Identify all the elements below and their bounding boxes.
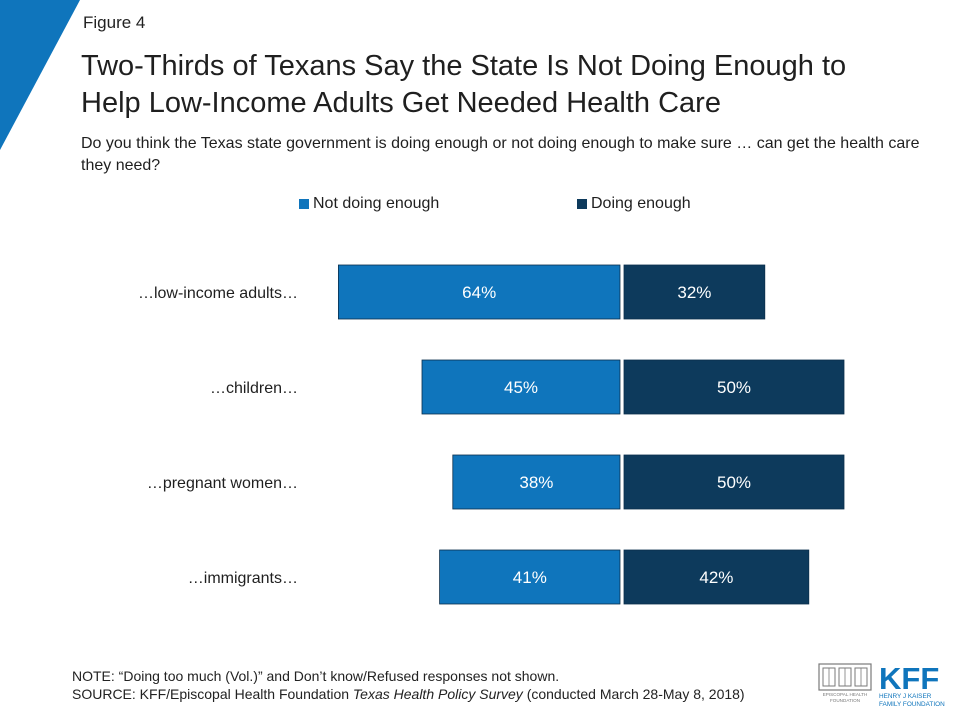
category-label-low-income-adults: …low-income adults… [138, 285, 298, 302]
source-suffix: (conducted March 28-May 8, 2018) [522, 686, 745, 702]
legend-label-doing-enough: Doing enough [591, 195, 691, 212]
category-label-pregnant-women: …pregnant women… [147, 475, 298, 492]
bar-not-doing-enough-pregnant-women [452, 454, 621, 510]
source-line: SOURCE: KFF/Episcopal Health Foundation … [72, 685, 745, 703]
legend-item-doing-enough: Doing enough [577, 195, 691, 213]
legend-label-not-doing-enough: Not doing enough [313, 195, 440, 212]
legend-swatch-not-doing-enough [299, 199, 309, 209]
data-label-not-doing-enough-immigrants: 41% [513, 568, 547, 587]
data-label-doing-enough-low-income-adults: 32% [677, 283, 711, 302]
svg-text:HENRY J KAISER: HENRY J KAISER [879, 693, 932, 700]
svg-text:EPISCOPAL HEALTH: EPISCOPAL HEALTH [823, 692, 868, 697]
bar-doing-enough-immigrants [623, 549, 810, 605]
chart-subtitle: Do you think the Texas state government … [81, 135, 920, 174]
bar-doing-enough-children [623, 359, 845, 415]
corner-accent-triangle [0, 0, 80, 150]
svg-text:FAMILY FOUNDATION: FAMILY FOUNDATION [879, 701, 945, 708]
legend-swatch-doing-enough [577, 199, 587, 209]
svg-text:KFF: KFF [879, 661, 939, 696]
data-label-doing-enough-children: 50% [717, 378, 751, 397]
chart-title-line-1: Two-Thirds of Texans Say the State Is No… [81, 50, 847, 82]
diverging-bar-chart: …low-income adults… 64% 32% …children… 45% 50… [138, 264, 845, 605]
svg-text:FOUNDATION: FOUNDATION [830, 698, 860, 703]
chart-title: Two-Thirds of Texans Say the State Is No… [81, 48, 941, 122]
kff-logo: KFF HENRY J KAISER FAMILY FOUNDATION [879, 661, 945, 708]
note-line: NOTE: “Doing too much (Vol.)” and Don’t … [72, 668, 560, 684]
footnote: NOTE: “Doing too much (Vol.)” and Don’t … [72, 667, 745, 703]
source-prefix: SOURCE: KFF/Episcopal Health Foundation [72, 686, 353, 702]
data-label-not-doing-enough-children: 45% [504, 378, 538, 397]
category-label-children: …children… [210, 380, 298, 397]
source-survey-title: Texas Health Policy Survey [352, 686, 523, 702]
chart-legend: Not doing enough Doing enough [0, 195, 960, 217]
bar-not-doing-enough-children [421, 359, 621, 415]
bar-not-doing-enough-immigrants [439, 549, 621, 605]
data-label-doing-enough-pregnant-women: 50% [717, 473, 751, 492]
bar-doing-enough-pregnant-women [623, 454, 845, 510]
category-label-immigrants: …immigrants… [188, 570, 298, 587]
legend-item-not-doing-enough: Not doing enough [299, 195, 439, 213]
data-label-doing-enough-immigrants: 42% [699, 568, 733, 587]
data-label-not-doing-enough-low-income-adults: 64% [462, 283, 496, 302]
figure-label: Figure 4 [83, 13, 146, 32]
bar-not-doing-enough-low-income-adults [337, 264, 621, 320]
chart-title-line-2: Help Low-Income Adults Get Needed Health… [81, 87, 721, 119]
episcopal-health-foundation-logo: EPISCOPAL HEALTH FOUNDATION [818, 663, 872, 703]
data-label-not-doing-enough-pregnant-women: 38% [519, 473, 553, 492]
bar-doing-enough-low-income-adults [623, 264, 766, 320]
